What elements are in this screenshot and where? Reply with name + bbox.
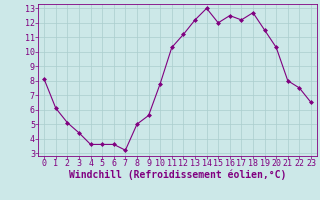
X-axis label: Windchill (Refroidissement éolien,°C): Windchill (Refroidissement éolien,°C) <box>69 170 286 180</box>
